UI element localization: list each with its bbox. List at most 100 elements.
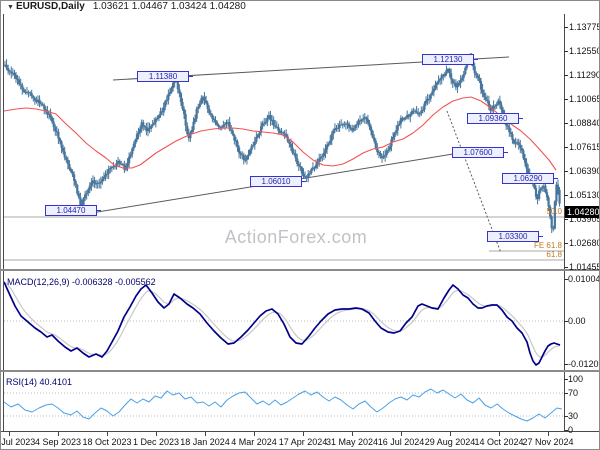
symbol-dropdown-icon[interactable]: ▼	[7, 4, 14, 11]
title-bar: ▼ EURUSD,Daily 1.03621 1.04467 1.03424 1.0…	[1, 1, 599, 14]
ohlc-quotes: 1.03621 1.04467 1.03424 1.04280	[92, 1, 246, 12]
price-axis-tick: 1.08840	[569, 118, 600, 128]
macd-axis-tickmark	[564, 279, 568, 280]
macd-axis-tick: 0.00	[568, 316, 586, 326]
callout-connector	[518, 118, 523, 119]
price-level-label[interactable]: 1.12130	[422, 54, 478, 65]
price-axis-tick: 1.07615	[569, 142, 600, 152]
main-chart-panel[interactable]	[4, 14, 564, 269]
date-label: 18 Oct 2023	[82, 437, 132, 447]
fib-level-label: 50.0	[546, 207, 562, 216]
date-label: 18 Jan 2024	[180, 437, 230, 447]
callout-connector	[301, 181, 306, 182]
price-level-label[interactable]: 1.06010	[250, 176, 306, 187]
date-tickmark	[499, 432, 500, 436]
price-axis-tickmark	[564, 123, 568, 124]
date-tickmark	[9, 432, 10, 436]
fib-level-label: 61.8	[546, 250, 562, 259]
fib-level-label: FE 61.8	[533, 241, 562, 250]
macd-axis-tickmark	[564, 321, 568, 322]
price-level-label[interactable]: 1.07600	[452, 147, 508, 158]
macd-axis-tickmark	[564, 364, 568, 365]
projection-dashed-line[interactable]	[446, 110, 502, 254]
price-level-label[interactable]: 1.09360	[467, 113, 523, 124]
price-axis-tickmark	[564, 99, 568, 100]
macd-plot-group	[4, 281, 564, 366]
axis-separator	[564, 13, 565, 432]
symbol-timeframe: EURUSD,Daily	[15, 1, 85, 12]
rsi-line	[4, 388, 563, 422]
date-label: 4 Mar 2024	[231, 437, 277, 447]
rsi-axis-tick: 100	[568, 374, 584, 384]
date-tickmark	[303, 432, 304, 436]
date-label: 27 Nov 2024	[522, 437, 574, 447]
date-label: 31 May 2024	[325, 437, 379, 447]
rsi-plot-group	[4, 388, 564, 422]
price-axis-tickmark	[564, 195, 568, 196]
watermark: ActionForex.com	[224, 227, 368, 247]
price-axis-tick: 1.06390	[569, 166, 600, 176]
date-tickmark	[352, 432, 353, 436]
price-level-label[interactable]: 1.11380	[137, 71, 193, 82]
price-level-label[interactable]: 1.04470	[45, 205, 101, 216]
price-axis-tickmark	[564, 75, 568, 76]
rsi-axis-tickmark	[564, 393, 568, 394]
left-border	[3, 14, 4, 432]
date-tickmark	[548, 432, 549, 436]
rsi-panel[interactable]	[4, 374, 564, 431]
macd-main-line	[4, 281, 561, 366]
price-level-label[interactable]: 1.03300	[487, 231, 543, 242]
price-axis-tick: 1.03905	[569, 214, 600, 224]
candlesticks-bodies	[4, 57, 561, 230]
price-axis-tick: 1.01455	[569, 262, 600, 272]
price-axis-tick: 1.02680	[569, 238, 600, 248]
callout-connector	[538, 236, 543, 237]
callout-connector	[96, 210, 101, 211]
price-axis-tickmark	[564, 171, 568, 172]
rsi-axis-tickmark	[564, 416, 568, 417]
moving-average-line	[4, 96, 557, 171]
price-axis-tickmark	[564, 147, 568, 148]
price-axis-tickmark	[564, 27, 568, 28]
date-label: 20 Jul 2023	[1, 437, 36, 447]
current-price-tag: 1.04280	[565, 206, 600, 218]
rsi-date-separator	[1, 431, 599, 432]
callout-connector	[473, 59, 478, 60]
rsi-axis-tickmark	[564, 379, 568, 380]
price-axis-tick: 1.05130	[569, 190, 600, 200]
date-label: 1 Dec 2023	[132, 437, 180, 447]
macd-axis-tick: 0.010041	[568, 274, 599, 284]
price-level-label[interactable]: 1.06290	[502, 173, 558, 184]
date-tickmark	[254, 432, 255, 436]
price-axis-tickmark	[564, 243, 568, 244]
callout-connector	[503, 152, 508, 153]
rsi-axis-tick: 0	[568, 425, 574, 435]
date-label: 4 Sep 2023	[34, 437, 82, 447]
price-axis-tick: 1.13775	[569, 22, 600, 32]
date-tickmark	[58, 432, 59, 436]
date-tickmark	[156, 432, 157, 436]
callout-connector	[553, 178, 558, 179]
date-tickmark	[205, 432, 206, 436]
date-tickmark	[401, 432, 402, 436]
rsi-indicator-label: RSI(14) 40.4101	[6, 377, 73, 387]
main-macd-separator	[1, 269, 599, 271]
date-label: 29 Aug 2024	[424, 437, 476, 447]
price-axis-tick: 1.11290	[569, 70, 600, 80]
price-axis-tickmark	[564, 51, 568, 52]
date-label: 14 Oct 2024	[474, 437, 524, 447]
callout-connector	[188, 76, 193, 77]
date-label: 17 Apr 2024	[278, 437, 328, 447]
date-tickmark	[450, 432, 451, 436]
price-axis-tick: 1.12550	[569, 46, 600, 56]
macd-rsi-separator	[1, 370, 599, 372]
date-label: 16 Jul 2024	[377, 437, 425, 447]
date-tickmark	[107, 432, 108, 436]
rsi-axis-tick: 70	[568, 388, 579, 398]
price-axis-tickmark	[564, 219, 568, 220]
price-axis-tick: 1.10065	[569, 94, 600, 104]
price-axis-tickmark	[564, 267, 568, 268]
macd-axis-tick: -0.012093	[568, 359, 599, 369]
